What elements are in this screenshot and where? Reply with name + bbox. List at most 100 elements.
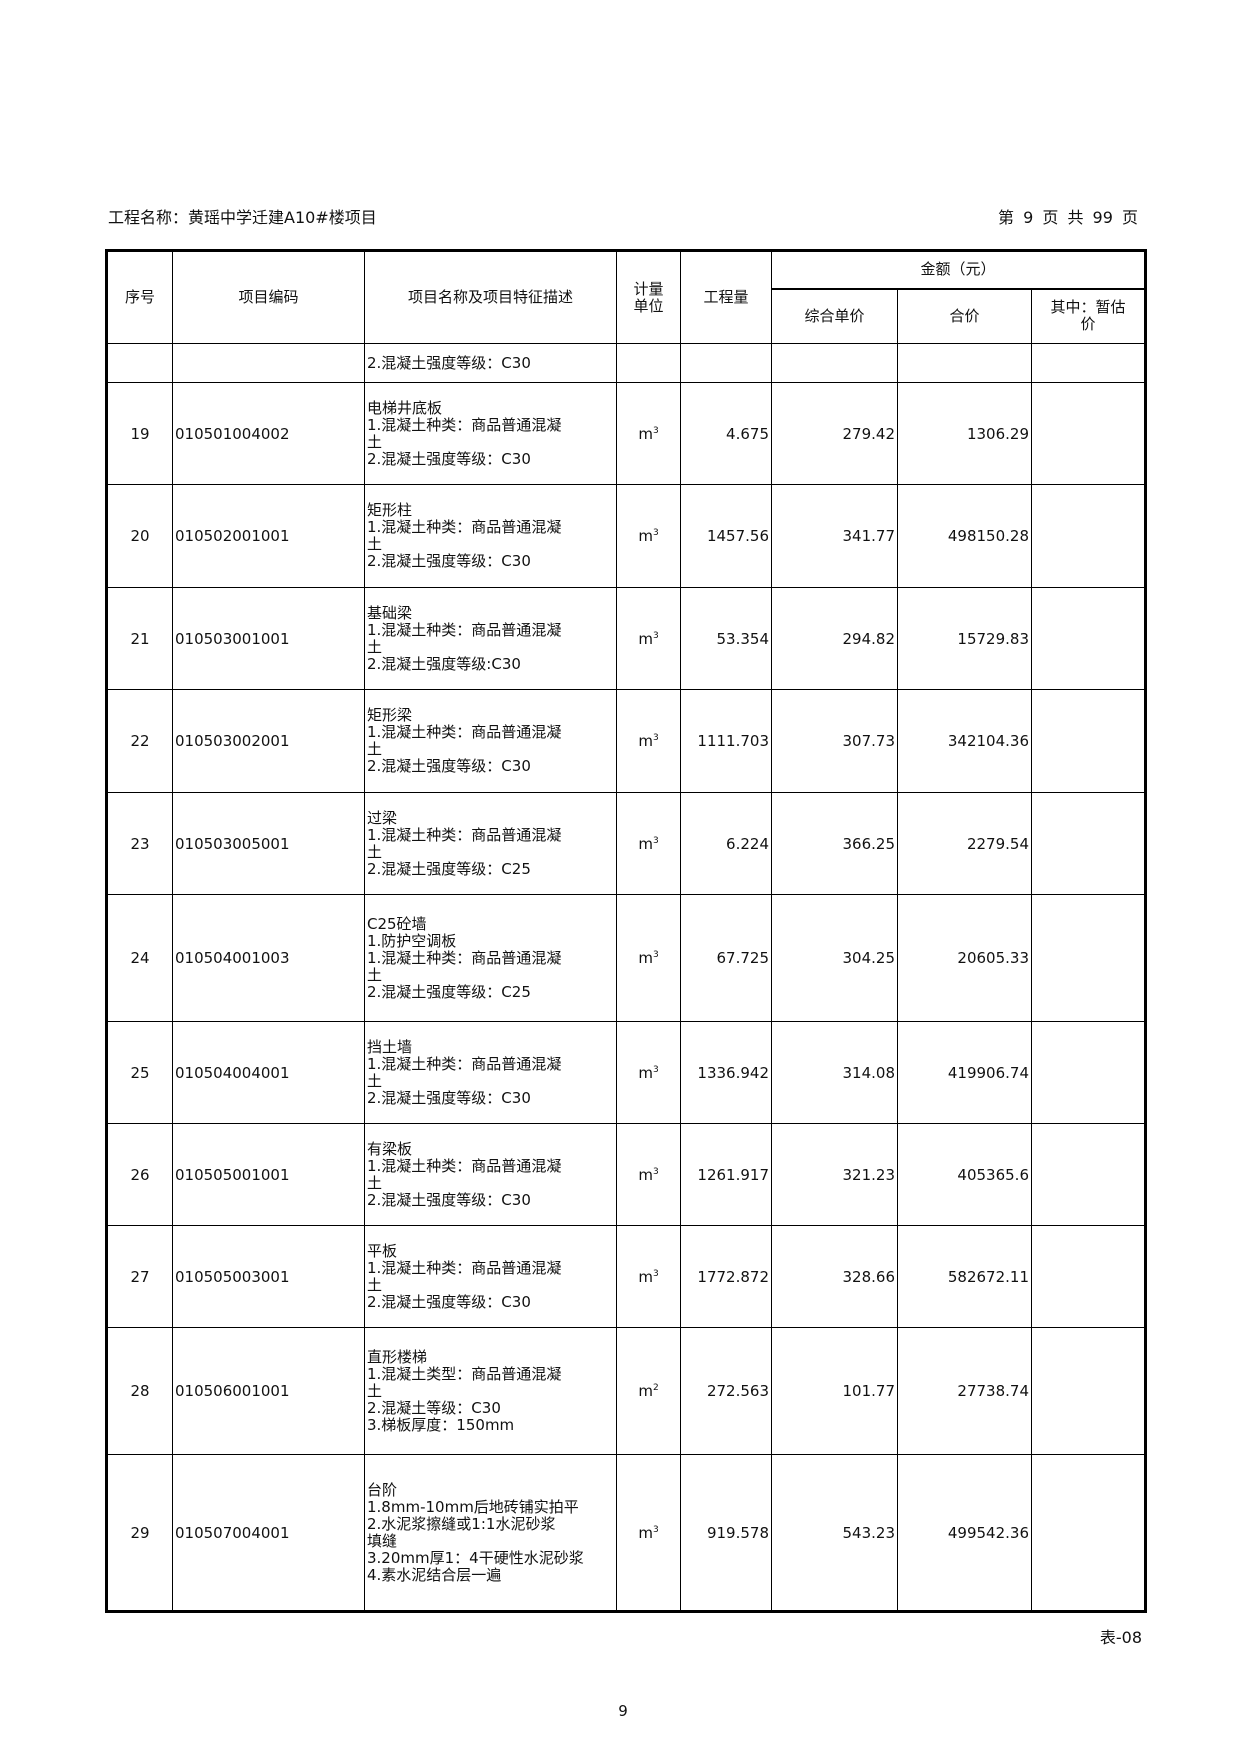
provisional-cell — [1031, 382, 1146, 485]
unit-exponent: 3 — [652, 1064, 659, 1075]
code-cell — [172, 343, 365, 383]
table-row: 19 010501004002 电梯井底板 1.混凝土种类：商品普通混凝 土 2.混… — [106, 382, 1146, 485]
unit-text: m — [638, 834, 653, 853]
unit-price-cell: 341.77 — [771, 484, 898, 588]
unit-price-cell: 366.25 — [771, 792, 898, 895]
table-row: 25 010504004001 挡土墙 1.混凝土种类：商品普通混凝 土 2.混凝土… — [106, 1021, 1146, 1124]
header-code: 项目编码 — [172, 250, 365, 344]
unit-exponent: 3 — [652, 528, 659, 538]
header-unit-price: 综合单价 — [771, 288, 898, 344]
table-number: 表-08 — [1099, 1628, 1142, 1647]
unit-text: m — [638, 1523, 653, 1542]
unit-price-cell: 294.82 — [771, 587, 898, 690]
provisional-cell — [1031, 1225, 1146, 1328]
description-cell: 平板 1.混凝土种类：商品普通混凝 土 2.混凝土强度等级：C30 — [364, 1225, 617, 1328]
seq-cell: 22 — [106, 689, 173, 793]
description-cell: 挡土墙 1.混凝土种类：商品普通混凝 土 2.混凝土强度等级：C30 — [364, 1021, 617, 1124]
code-cell: 010504004001 — [172, 1021, 365, 1124]
unit-cell: m3 — [616, 1454, 681, 1612]
unit-text: m — [638, 1267, 653, 1286]
provisional-cell — [1031, 587, 1146, 690]
seq-cell: 28 — [106, 1327, 173, 1455]
table-row: 26 010505001001 有梁板 1.混凝土种类：商品普通混凝 土 2.混凝土… — [106, 1123, 1146, 1226]
unit-exponent: 3 — [652, 630, 659, 641]
description-cell: 2.混凝土强度等级：C30 — [364, 343, 617, 383]
header-seq: 序号 — [106, 250, 173, 344]
provisional-cell — [1031, 1123, 1146, 1226]
unit-text: m — [638, 732, 653, 750]
total-cell: 342104.36 — [897, 689, 1032, 793]
table-row: 2.混凝土强度等级：C30 — [106, 343, 1146, 383]
quantity-cell: 1772.872 — [680, 1225, 772, 1328]
provisional-cell — [1031, 1454, 1146, 1612]
unit-text: m — [638, 1165, 653, 1184]
provisional-cell — [1031, 689, 1146, 793]
provisional-cell — [1031, 484, 1146, 588]
unit-text: m — [638, 629, 653, 648]
total-cell: 15729.83 — [897, 587, 1032, 690]
description-cell: 矩形梁 1.混凝土种类：商品普通混凝 土 2.混凝土强度等级：C30 — [364, 689, 617, 793]
code-cell: 010507004001 — [172, 1454, 365, 1612]
description-cell: 矩形柱 1.混凝土种类：商品普通混凝 土 2.混凝土强度等级：C30 — [364, 484, 617, 588]
code-cell: 010506001001 — [172, 1327, 365, 1455]
unit-price-cell: 304.25 — [771, 894, 898, 1022]
total-cell: 499542.36 — [897, 1454, 1032, 1612]
code-cell: 010505001001 — [172, 1123, 365, 1226]
unit-price-cell: 543.23 — [771, 1454, 898, 1612]
quantity-cell: 1457.56 — [680, 484, 772, 588]
seq-cell: 29 — [106, 1454, 173, 1612]
seq-cell: 20 — [106, 484, 173, 588]
header-unit: 计量 单位 — [616, 250, 681, 344]
unit-cell: m3 — [616, 689, 681, 793]
table-row: 23 010503005001 过梁 1.混凝土种类：商品普通混凝 土 2.混凝土强… — [106, 792, 1146, 895]
table-row: 27 010505003001 平板 1.混凝土种类：商品普通混凝 土 2.混凝土强… — [106, 1225, 1146, 1328]
unit-price-cell: 328.66 — [771, 1225, 898, 1328]
total-cell: 27738.74 — [897, 1327, 1032, 1455]
unit-cell: m3 — [616, 894, 681, 1022]
seq-cell: 25 — [106, 1021, 173, 1124]
unit-cell: m3 — [616, 1021, 681, 1124]
unit-exponent: 3 — [652, 835, 659, 846]
total-cell: 582672.11 — [897, 1225, 1032, 1328]
unit-cell — [616, 343, 681, 383]
unit-cell: m3 — [616, 484, 681, 588]
provisional-cell — [1031, 343, 1146, 383]
table-row: 22 010503002001 矩形梁 1.混凝土种类：商品普通混凝 土 2.混凝土… — [106, 689, 1146, 793]
unit-cell: m3 — [616, 1225, 681, 1328]
unit-price-cell: 279.42 — [771, 382, 898, 485]
quantity-cell: 53.354 — [680, 587, 772, 690]
unit-text: m — [638, 949, 653, 967]
quantity-cell: 272.563 — [680, 1327, 772, 1455]
unit-cell: m3 — [616, 382, 681, 485]
description-cell: 直形楼梯 1.混凝土类型：商品普通混凝 土 2.混凝土等级：C30 3.梯板厚度… — [364, 1327, 617, 1455]
code-cell: 010505003001 — [172, 1225, 365, 1328]
description-cell: 过梁 1.混凝土种类：商品普通混凝 土 2.混凝土强度等级：C25 — [364, 792, 617, 895]
header-amount: 金额（元） — [771, 250, 1146, 290]
provisional-cell — [1031, 894, 1146, 1022]
code-cell: 010503005001 — [172, 792, 365, 895]
unit-price-cell: 321.23 — [771, 1123, 898, 1226]
unit-price-cell: 101.77 — [771, 1327, 898, 1455]
description-cell: 电梯井底板 1.混凝土种类：商品普通混凝 土 2.混凝土强度等级：C30 — [364, 382, 617, 485]
unit-exponent: 3 — [652, 1268, 659, 1279]
header-name: 项目名称及项目特征描述 — [364, 250, 617, 344]
unit-price-cell: 307.73 — [771, 689, 898, 793]
table-row: 28 010506001001 直形楼梯 1.混凝土类型：商品普通混凝 土 2.混凝… — [106, 1327, 1146, 1455]
page-number: 9 — [618, 1702, 628, 1720]
unit-text: m — [638, 1382, 653, 1400]
provisional-cell — [1031, 792, 1146, 895]
unit-exponent: 3 — [652, 733, 659, 743]
seq-cell — [106, 343, 173, 383]
header-total: 合价 — [897, 288, 1032, 344]
unit-exponent: 3 — [652, 1524, 659, 1535]
unit-text: m — [638, 527, 653, 545]
code-cell: 010502001001 — [172, 484, 365, 588]
header-qty: 工程量 — [680, 250, 772, 344]
seq-cell: 27 — [106, 1225, 173, 1328]
unit-cell: m3 — [616, 1123, 681, 1226]
unit-exponent: 3 — [652, 425, 659, 436]
quantity-cell: 1261.917 — [680, 1123, 772, 1226]
provisional-cell — [1031, 1327, 1146, 1455]
project-name: 工程名称：黄瑶中学迁建A10#楼项目 — [108, 208, 377, 227]
unit-cell: m2 — [616, 1327, 681, 1455]
